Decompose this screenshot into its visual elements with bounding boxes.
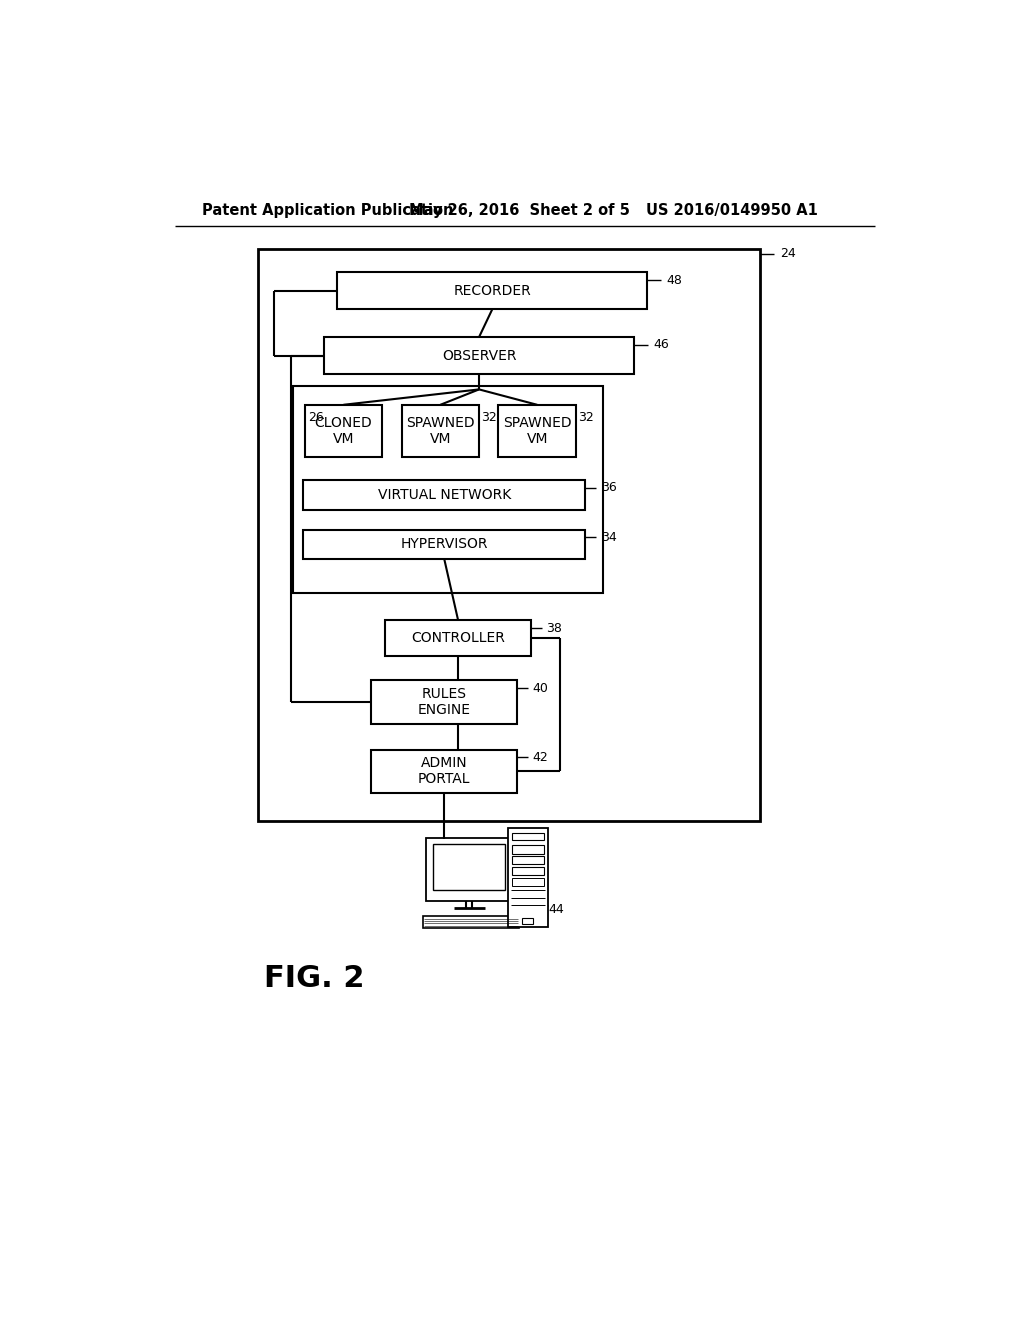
Bar: [385, 620, 531, 656]
Bar: [423, 916, 519, 928]
Bar: [522, 919, 534, 924]
Text: 34: 34: [601, 531, 616, 544]
Bar: [512, 845, 544, 854]
Text: CLONED
VM: CLONED VM: [314, 416, 373, 446]
Text: 46: 46: [653, 338, 670, 351]
Text: RECORDER: RECORDER: [454, 284, 531, 298]
Text: CONTROLLER: CONTROLLER: [412, 631, 505, 645]
Bar: [499, 405, 575, 457]
Bar: [258, 249, 761, 821]
Text: FIG. 2: FIG. 2: [263, 964, 365, 993]
Text: 40: 40: [532, 681, 549, 694]
Text: 24: 24: [779, 247, 796, 260]
Text: HYPERVISOR: HYPERVISOR: [400, 537, 488, 552]
Bar: [401, 405, 479, 457]
Text: ADMIN
PORTAL: ADMIN PORTAL: [418, 756, 470, 787]
Text: 32: 32: [579, 411, 594, 424]
Bar: [432, 843, 506, 890]
Bar: [512, 833, 544, 840]
Bar: [293, 387, 603, 593]
Text: US 2016/0149950 A1: US 2016/0149950 A1: [646, 203, 817, 218]
Text: 36: 36: [601, 482, 616, 495]
Bar: [372, 681, 517, 723]
Text: RULES
ENGINE: RULES ENGINE: [418, 686, 471, 717]
Text: 32: 32: [481, 411, 497, 424]
Text: Patent Application Publication: Patent Application Publication: [202, 203, 454, 218]
Bar: [305, 405, 382, 457]
Text: 42: 42: [532, 751, 548, 764]
Bar: [303, 529, 586, 558]
Bar: [512, 867, 544, 875]
Text: SPAWNED
VM: SPAWNED VM: [406, 416, 475, 446]
Text: VIRTUAL NETWORK: VIRTUAL NETWORK: [378, 488, 511, 502]
Text: 26: 26: [308, 411, 324, 424]
Bar: [303, 480, 586, 510]
Bar: [512, 878, 544, 886]
Bar: [508, 829, 548, 927]
Text: OBSERVER: OBSERVER: [441, 348, 516, 363]
Text: 44: 44: [549, 903, 564, 916]
Text: May 26, 2016  Sheet 2 of 5: May 26, 2016 Sheet 2 of 5: [409, 203, 630, 218]
Text: SPAWNED
VM: SPAWNED VM: [503, 416, 571, 446]
Text: 48: 48: [667, 273, 683, 286]
Bar: [324, 337, 634, 374]
Bar: [337, 272, 647, 309]
Bar: [372, 750, 517, 793]
Bar: [512, 855, 544, 865]
Bar: [426, 837, 512, 900]
FancyArrowPatch shape: [545, 903, 548, 907]
Text: 38: 38: [547, 622, 562, 635]
